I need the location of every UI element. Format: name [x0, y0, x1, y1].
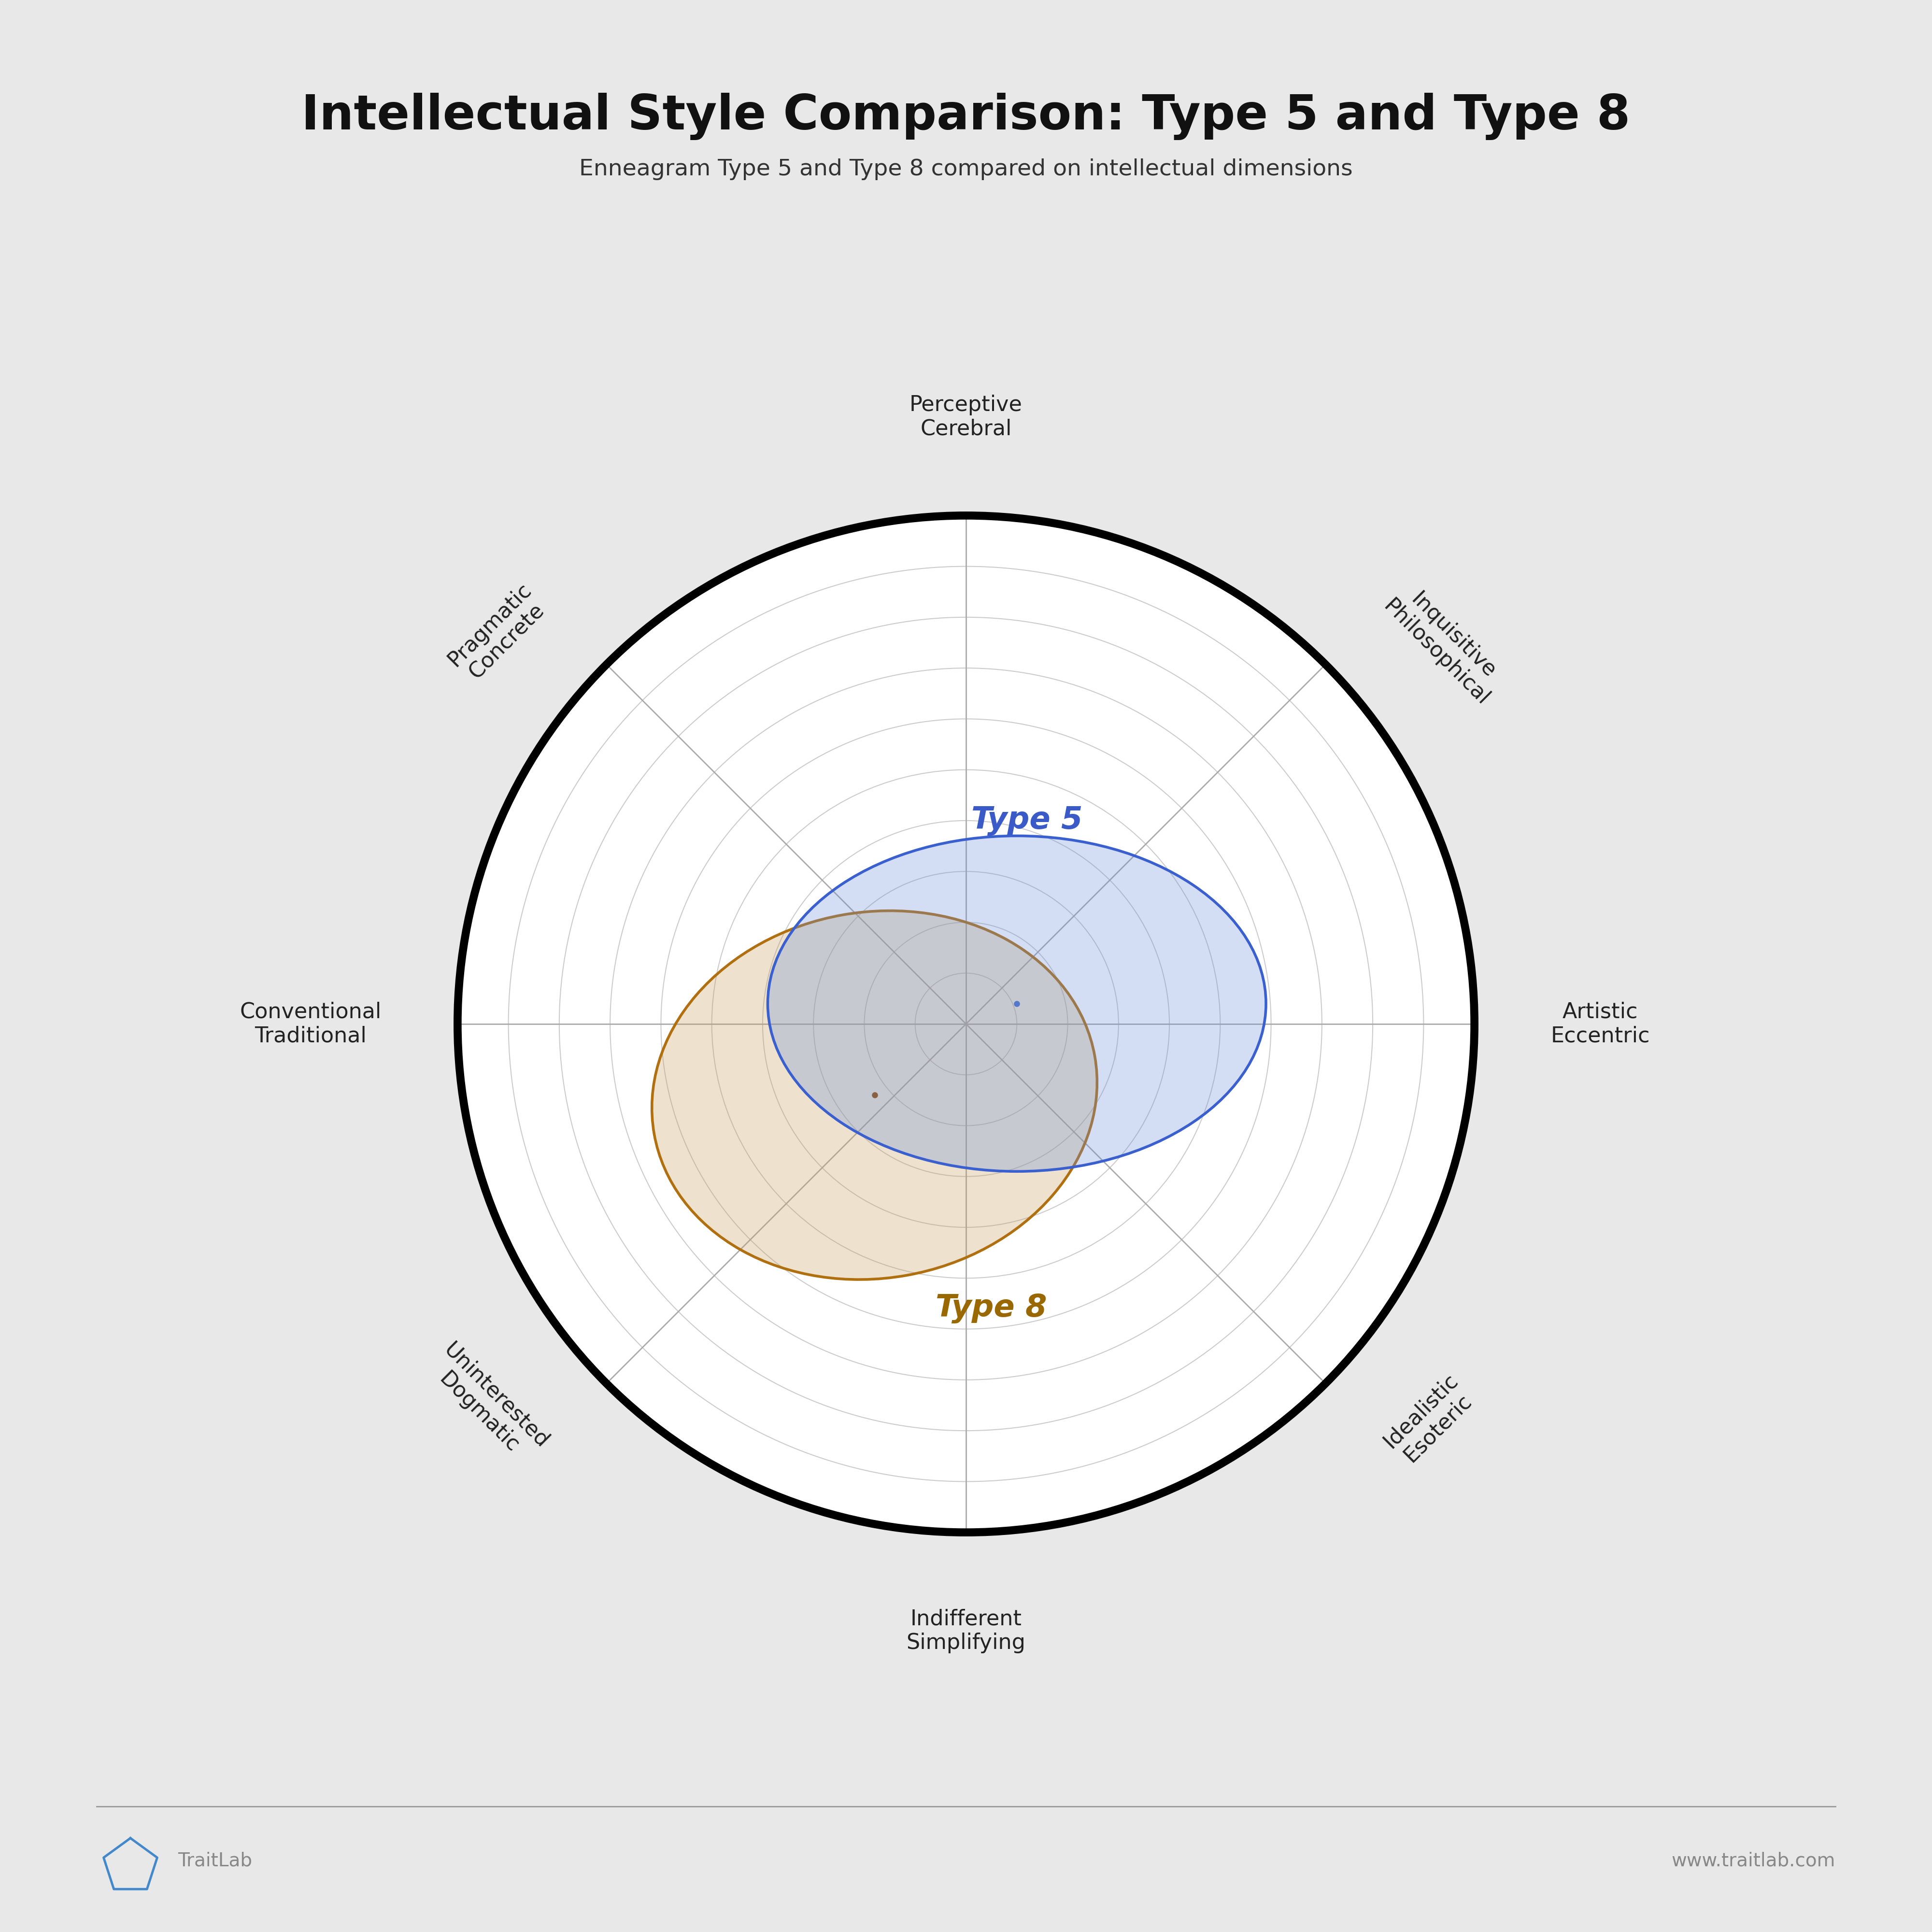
Text: www.traitlab.com: www.traitlab.com [1671, 1851, 1835, 1870]
Text: Inquisitive
Philosophical: Inquisitive Philosophical [1379, 580, 1511, 709]
Ellipse shape [767, 837, 1265, 1171]
Text: Uninterested
Dogmatic: Uninterested Dogmatic [423, 1339, 553, 1468]
Text: Indifferent
Simplifying: Indifferent Simplifying [906, 1609, 1026, 1654]
Text: Enneagram Type 5 and Type 8 compared on intellectual dimensions: Enneagram Type 5 and Type 8 compared on … [580, 158, 1352, 180]
Text: TraitLab: TraitLab [178, 1851, 251, 1870]
Text: Perceptive
Cerebral: Perceptive Cerebral [910, 394, 1022, 439]
Text: Type 8: Type 8 [935, 1294, 1047, 1323]
Text: Type 5: Type 5 [972, 806, 1082, 835]
Circle shape [458, 516, 1474, 1532]
Text: Artistic
Eccentric: Artistic Eccentric [1551, 1001, 1650, 1047]
Text: Pragmatic
Concrete: Pragmatic Concrete [444, 580, 553, 688]
Ellipse shape [651, 910, 1097, 1279]
Text: Intellectual Style Comparison: Type 5 and Type 8: Intellectual Style Comparison: Type 5 an… [301, 93, 1631, 141]
Text: Idealistic
Esoteric: Idealistic Esoteric [1379, 1370, 1478, 1468]
Text: Conventional
Traditional: Conventional Traditional [240, 1001, 381, 1047]
